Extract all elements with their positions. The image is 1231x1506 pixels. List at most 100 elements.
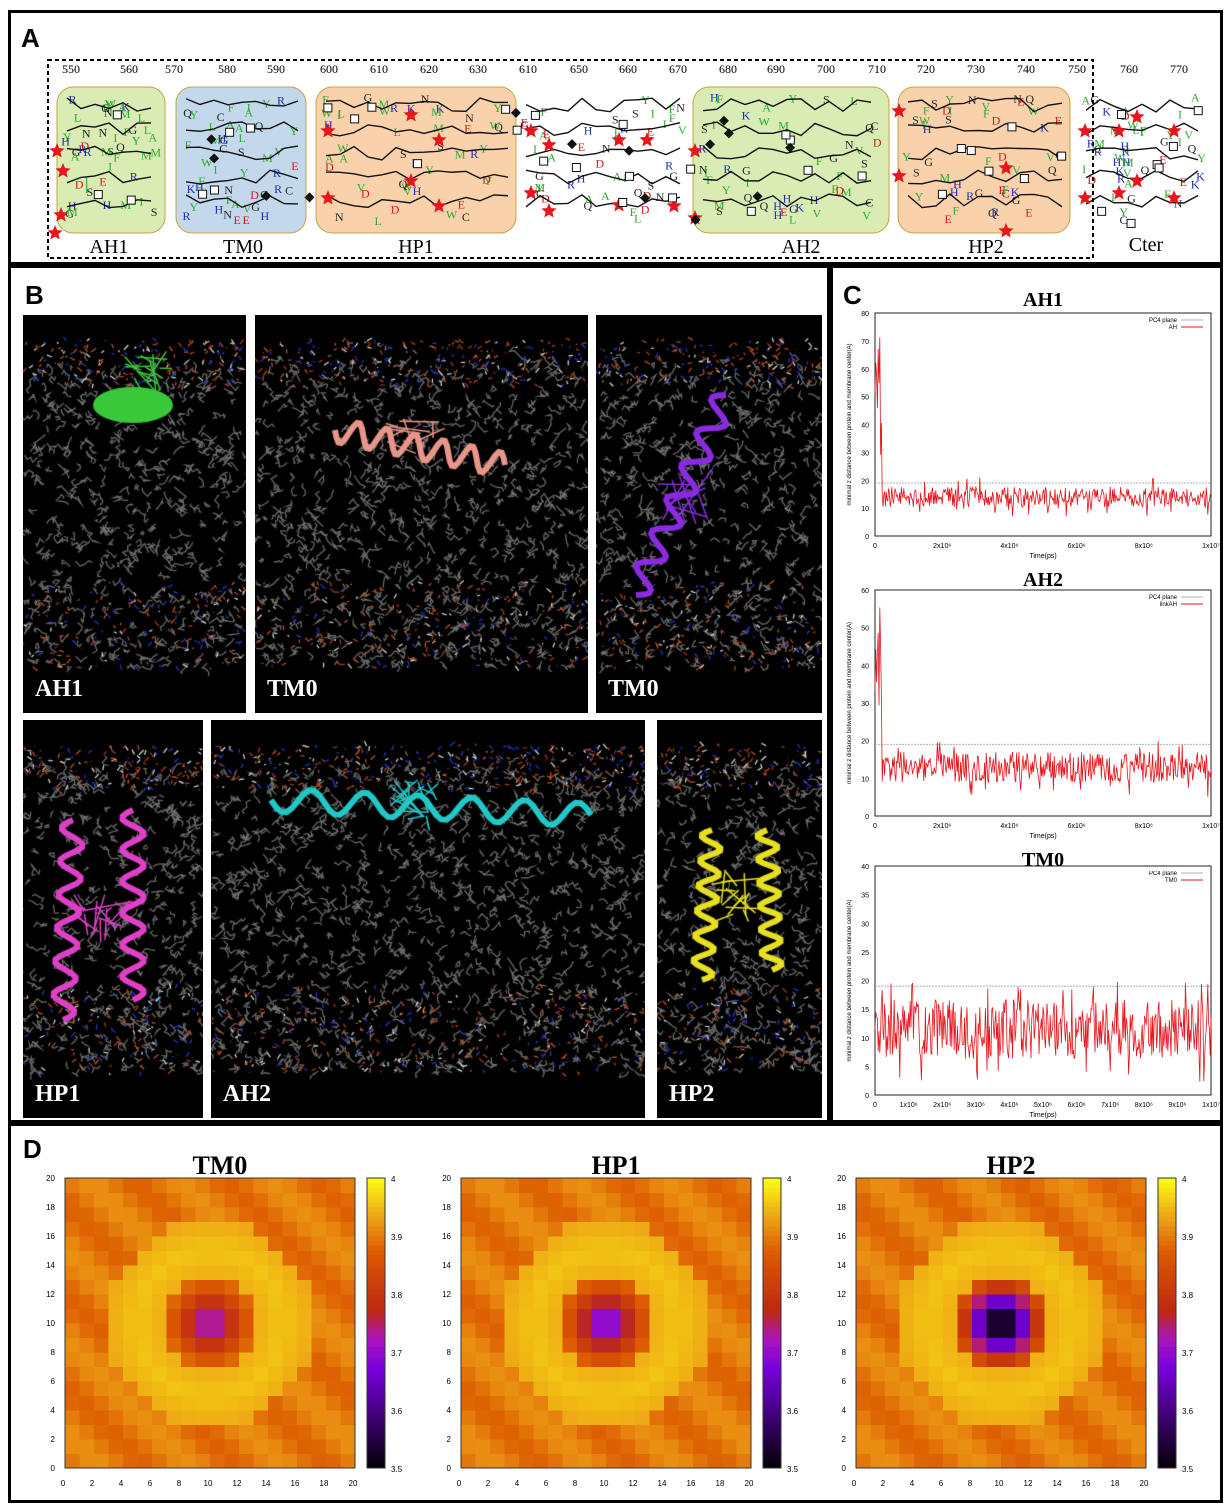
residue-connector	[525, 169, 681, 185]
heatmap-cell	[856, 1439, 871, 1454]
x-tick-label: 0	[873, 543, 877, 550]
heatmap-cell	[137, 1236, 153, 1251]
heatmap-cell	[340, 1453, 356, 1469]
square-marker-icon	[781, 130, 791, 140]
snapshot-label: AH2	[223, 1081, 271, 1107]
heatmap-cell	[65, 1192, 80, 1208]
residue-letter: C	[285, 183, 293, 197]
heatmap-cell	[914, 1366, 929, 1382]
heatmap-cell	[870, 1250, 886, 1266]
colorbar-step	[367, 1221, 385, 1227]
heatmap-cell	[224, 1395, 240, 1411]
y-tick-label: 2	[51, 1435, 56, 1444]
colorbar-step	[367, 1231, 385, 1237]
heatmap-cell	[123, 1178, 138, 1193]
heatmap-cell	[475, 1410, 491, 1425]
heatmap-cell	[297, 1192, 312, 1208]
colorbar-step	[367, 1318, 385, 1324]
residue-letter: R	[182, 209, 190, 223]
heatmap-cell	[326, 1178, 341, 1193]
residue-letter: R	[567, 177, 575, 191]
residue-number-tick: 770	[1170, 62, 1188, 76]
colorbar-step	[763, 1352, 781, 1358]
heatmap-cell	[166, 1236, 182, 1251]
heatmap-cell	[340, 1366, 356, 1382]
colorbar-step	[763, 1327, 781, 1334]
colorbar-step	[763, 1400, 781, 1406]
heatmap-cell	[224, 1337, 240, 1353]
heatmap-cell	[297, 1178, 312, 1193]
heatmap-cell	[108, 1207, 124, 1222]
colorbar-tick-label: 3.8	[391, 1291, 403, 1300]
heatmap-cell	[928, 1207, 944, 1222]
colorbar-step	[763, 1414, 781, 1421]
heatmap-cell	[1001, 1352, 1016, 1367]
heatmap-cell	[678, 1308, 694, 1324]
colorbar-step	[763, 1390, 781, 1396]
heatmap-cell	[943, 1453, 958, 1469]
colorbar-step	[367, 1274, 385, 1280]
heatmap-cell	[268, 1178, 283, 1193]
membrane-render	[23, 315, 246, 713]
heatmap-cell	[533, 1236, 549, 1251]
heatmap-cell	[620, 1439, 636, 1454]
heatmap-cell	[678, 1439, 694, 1454]
residue-letter: L	[338, 107, 345, 121]
heatmap-cell	[957, 1207, 973, 1222]
heatmap-cell	[635, 1279, 650, 1295]
heatmap-cell	[181, 1221, 196, 1237]
colorbar-step	[1158, 1284, 1176, 1290]
membrane-render	[657, 720, 822, 1118]
heatmap-cell	[885, 1337, 900, 1353]
residue-letter: R	[78, 142, 86, 156]
heatmap-cell	[224, 1265, 240, 1280]
colorbar-step	[1158, 1308, 1176, 1314]
heatmap-cell	[649, 1236, 665, 1251]
heatmap-cell	[707, 1178, 723, 1193]
heatmap-cell	[635, 1395, 650, 1411]
panel-d-label: D	[23, 1134, 42, 1164]
heatmap-cell	[693, 1453, 708, 1469]
heatmap-cell	[928, 1265, 944, 1280]
heatmap-cell	[79, 1352, 95, 1367]
heatmap-cell	[649, 1294, 665, 1309]
heatmap-cell	[1102, 1424, 1118, 1440]
square-marker-icon	[956, 144, 966, 154]
residue-letter: H	[774, 208, 783, 222]
heatmap-cell	[490, 1221, 505, 1237]
heatmap-cell	[461, 1337, 476, 1353]
heatmap-cell	[224, 1439, 240, 1454]
heatmap-cell	[885, 1424, 900, 1440]
residue-letter: W	[1127, 118, 1139, 132]
colorbar-step	[1158, 1250, 1176, 1256]
heatmap-cell	[635, 1381, 650, 1396]
heatmap-cell	[885, 1352, 900, 1367]
residue-letter: Y	[493, 101, 502, 115]
heatmap-cell	[79, 1250, 95, 1266]
heatmap-cell	[1001, 1279, 1016, 1295]
heatmap-cell	[693, 1178, 708, 1193]
square-marker-icon	[668, 193, 678, 203]
residue-letter: R	[1117, 171, 1125, 185]
colorbar-step	[367, 1356, 385, 1363]
heatmap-cell	[1044, 1395, 1060, 1411]
heatmap-cell	[152, 1207, 167, 1222]
panel-c-label: C	[843, 280, 862, 310]
heatmap-cell	[899, 1352, 915, 1367]
heatmap-cell	[1131, 1207, 1147, 1222]
heatmap-cell	[606, 1207, 621, 1222]
y-tick-label: 5	[865, 1064, 869, 1071]
x-tick-label: 1x10⁷	[1202, 543, 1220, 550]
heatmap-cell	[928, 1352, 944, 1367]
colorbar-step	[763, 1323, 781, 1329]
heatmap-cell	[577, 1294, 592, 1309]
residue-letter: N	[845, 137, 854, 151]
heatmap-cell	[1030, 1439, 1045, 1454]
heatmap-cell	[943, 1352, 958, 1367]
residue-letter: G	[975, 186, 984, 200]
heatmap-cell	[123, 1192, 138, 1208]
heatmap-cell	[475, 1395, 491, 1411]
residue-letter: D	[482, 173, 491, 187]
heatmap-cell	[943, 1337, 958, 1353]
colorbar-tick-label: 3.5	[787, 1465, 799, 1474]
